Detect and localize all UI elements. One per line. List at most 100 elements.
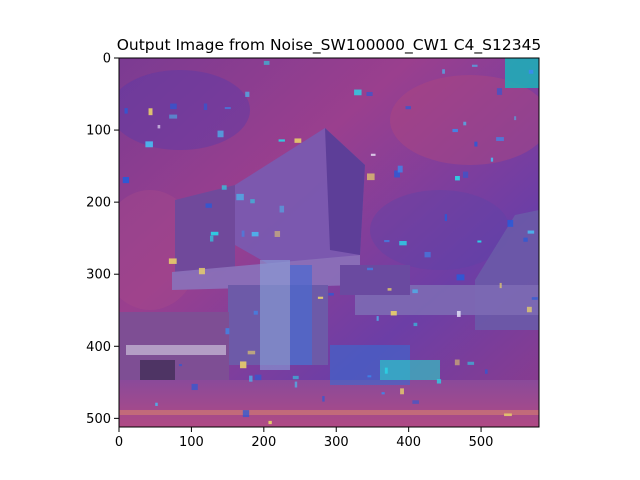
light-speck (514, 116, 517, 121)
light-speck (263, 60, 270, 65)
light-speck (412, 289, 418, 294)
light-speck (399, 241, 407, 246)
building-left (119, 312, 229, 385)
light-speck (148, 108, 153, 116)
light-speck (250, 199, 255, 204)
light-speck (526, 306, 532, 313)
light-speck (523, 237, 528, 242)
chart-title: Output Image from Noise_SW100000_CW1 C4_… (117, 36, 542, 55)
light-speck (376, 316, 379, 321)
light-speck (268, 420, 272, 425)
light-speck (247, 350, 256, 355)
light-speck (412, 400, 419, 404)
building-right (340, 210, 539, 330)
light-speck (474, 141, 478, 147)
axes-frame (118, 57, 540, 428)
light-speck (249, 375, 253, 382)
light-speck (463, 121, 467, 126)
light-speck (394, 170, 400, 178)
light-speck (122, 177, 130, 184)
light-speck (366, 91, 373, 96)
y-axis: 0 100 200 300 400 500 (86, 52, 119, 427)
light-speck (400, 388, 404, 395)
light-speck (444, 214, 448, 222)
light-speck (217, 130, 224, 138)
light-speck (205, 203, 212, 208)
light-speck (245, 91, 250, 97)
light-speck (168, 258, 177, 264)
light-speck (387, 288, 392, 291)
light-speck (198, 267, 205, 275)
light-speck (384, 367, 388, 374)
light-speck (279, 205, 285, 213)
light-speck (462, 171, 469, 178)
light-speck (490, 157, 494, 162)
x-tick-label: 200 (251, 435, 276, 450)
x-tick-label: 500 (469, 435, 494, 450)
light-speck (477, 240, 482, 243)
y-tick-label: 500 (86, 412, 111, 427)
light-speck (210, 231, 219, 236)
light-speck (240, 361, 247, 369)
light-speck (527, 230, 535, 234)
light-speck (367, 267, 373, 271)
light-speck (381, 392, 385, 395)
light-speck (397, 165, 403, 173)
light-speck (322, 396, 325, 402)
light-speck (467, 361, 475, 365)
light-speck (251, 231, 259, 237)
light-speck (157, 124, 161, 129)
y-tick-label: 300 (86, 268, 111, 283)
light-speck (367, 375, 372, 378)
light-speck (471, 64, 478, 67)
light-speck (253, 310, 258, 315)
light-speck (370, 153, 376, 156)
light-speck (278, 139, 285, 142)
light-speck (484, 369, 488, 374)
output-image (119, 58, 539, 427)
building-tower (172, 128, 365, 370)
y-tick-label: 400 (86, 340, 111, 355)
light-speck (224, 107, 231, 110)
x-tick-label: 400 (396, 435, 421, 450)
light-speck (367, 173, 375, 181)
light-speck (209, 235, 214, 242)
light-speck (424, 251, 431, 258)
light-speck (254, 374, 262, 381)
light-speck (178, 364, 182, 367)
light-speck (504, 413, 512, 417)
y-tick-label: 0 (103, 52, 111, 67)
x-axis: 0 100 200 300 400 500 (115, 427, 494, 450)
light-speck (274, 231, 281, 237)
light-speck (191, 383, 198, 391)
light-speck (170, 103, 177, 110)
light-speck (496, 137, 504, 141)
light-speck (225, 328, 230, 335)
light-speck (442, 69, 445, 74)
light-speck (241, 230, 245, 237)
light-speck (124, 108, 128, 114)
light-speck (496, 88, 503, 95)
light-speck (507, 219, 514, 227)
light-speck (456, 274, 465, 281)
light-speck (328, 292, 334, 296)
y-tick-label: 200 (86, 196, 111, 211)
light-speck (294, 138, 302, 143)
light-speck (292, 375, 299, 380)
light-speck (236, 193, 244, 201)
light-speck (145, 141, 153, 148)
light-speck (454, 359, 460, 366)
light-speck (499, 282, 502, 289)
light-speck (436, 379, 442, 384)
light-speck (405, 106, 411, 110)
light-speck (203, 103, 208, 111)
light-speck (455, 176, 460, 181)
light-speck (390, 311, 397, 316)
light-speck (169, 114, 178, 119)
x-tick-label: 100 (179, 435, 204, 450)
light-speck (242, 410, 250, 418)
light-speck (221, 185, 227, 190)
light-speck (531, 297, 538, 300)
light-speck (294, 381, 298, 388)
